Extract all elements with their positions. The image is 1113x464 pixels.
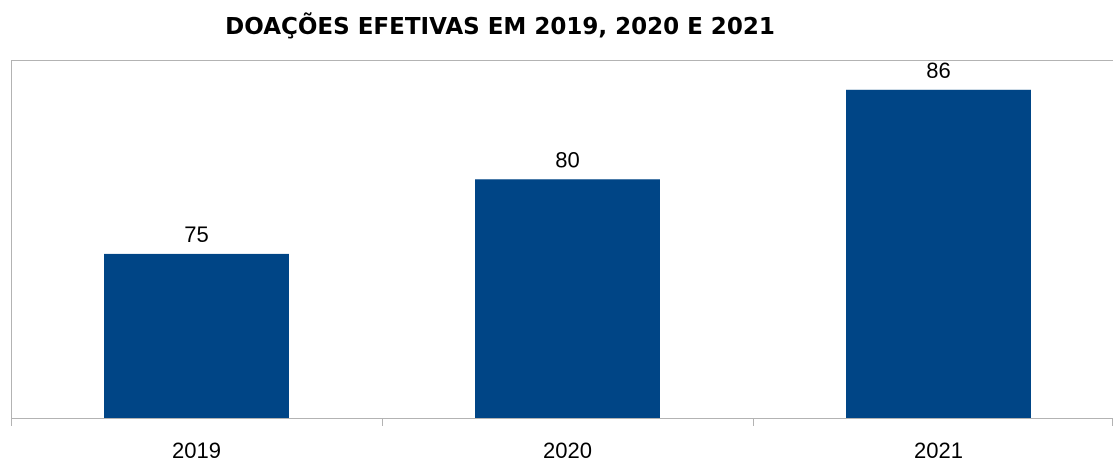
- x-tick-label-2020: 2020: [543, 438, 592, 463]
- bar-2020: [475, 179, 660, 418]
- data-label-2019: 75: [184, 222, 208, 247]
- data-label-2021: 86: [926, 58, 950, 83]
- chart-title: DOAÇÕES EFETIVAS EM 2019, 2020 E 2021: [225, 14, 775, 40]
- plot-border: [11, 60, 1113, 418]
- x-tick-label-2021: 2021: [914, 438, 963, 463]
- bar-2021: [846, 89, 1031, 419]
- data-label-2020: 80: [555, 147, 579, 172]
- x-tick-label-2019: 2019: [172, 438, 221, 463]
- bar-2019: [104, 253, 289, 418]
